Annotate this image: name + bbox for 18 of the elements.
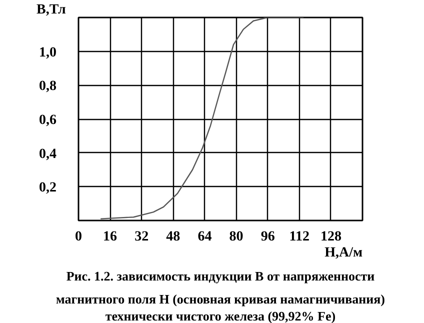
y-tick-label: 0,6 [39, 113, 56, 128]
y-tick-label: 0,4 [39, 146, 56, 162]
y-tick-label: 1,0 [39, 45, 56, 60]
x-tick-label: 80 [229, 230, 244, 244]
x-tick-label: 16 [103, 230, 118, 244]
y-tick-label: 0,8 [39, 79, 56, 94]
x-tick-label: 64 [198, 230, 212, 244]
text: Рис. 1.2. зависимость индукции В от напряженности магнитного поля Н (основная кривая намагничивания) технически чистого железа (99,92% Fe) [56, 268, 386, 323]
x-tick-label: 0 [75, 230, 82, 244]
x-axis-title: Н,А/м [324, 246, 363, 260]
x-tick-label: 96 [260, 230, 275, 244]
y-axis-title: В,Тл [36, 2, 66, 18]
x-tick-label: 32 [134, 230, 149, 244]
x-tick-label: 128 [320, 230, 342, 244]
line-series [100, 18, 304, 220]
x-tick-label: 48 [166, 230, 180, 244]
x-tick-label: 112 [289, 230, 310, 244]
y-tick-label: 0,2 [39, 180, 56, 196]
